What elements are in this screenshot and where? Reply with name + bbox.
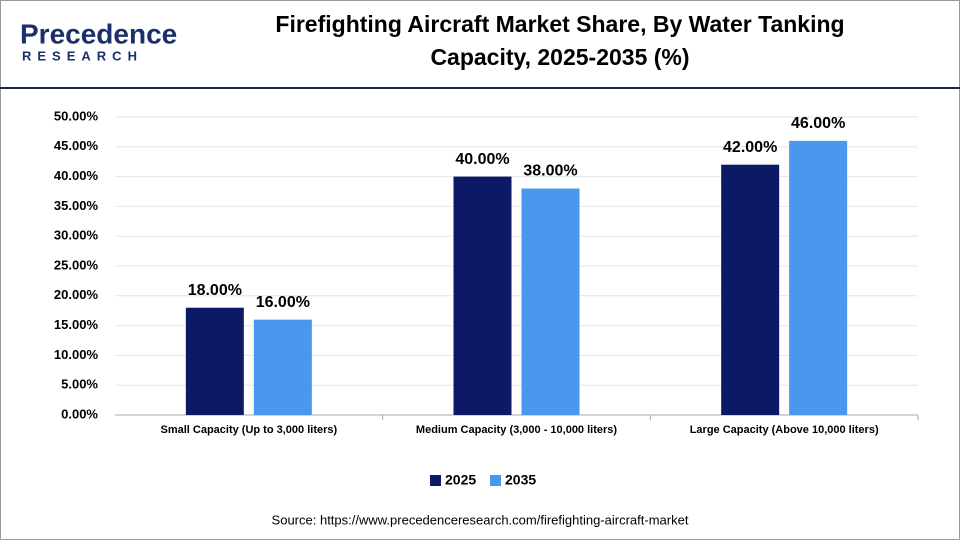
y-tick-label: 40.00% <box>54 168 99 183</box>
y-tick-label: 10.00% <box>54 347 99 362</box>
y-tick-label: 45.00% <box>54 138 99 153</box>
x-tick-label: Medium Capacity (3,000 - 10,000 liters) <box>416 424 617 436</box>
legend-swatch <box>490 475 501 486</box>
legend-label: 2035 <box>505 472 536 488</box>
bar <box>253 319 312 415</box>
bar <box>453 176 512 415</box>
x-tick-label: Small Capacity (Up to 3,000 liters) <box>160 424 337 436</box>
chart-title: Capacity, 2025-2035 (%) <box>430 44 689 70</box>
y-tick-label: 35.00% <box>54 198 99 213</box>
legend-label: 2025 <box>445 472 476 488</box>
y-tick-label: 25.00% <box>54 257 99 272</box>
value-label: 40.00% <box>455 151 509 168</box>
y-tick-label: 5.00% <box>61 377 98 392</box>
legend-swatch <box>430 475 441 486</box>
bar <box>185 307 244 415</box>
value-label: 42.00% <box>723 139 777 156</box>
y-tick-label: 30.00% <box>54 228 99 243</box>
y-tick-label: 15.00% <box>54 317 99 332</box>
y-tick-label: 20.00% <box>54 287 99 302</box>
y-tick-label: 0.00% <box>61 406 98 421</box>
value-label: 38.00% <box>523 163 577 180</box>
value-label: 16.00% <box>256 294 310 311</box>
logo-tagline: RESEARCH <box>22 48 143 63</box>
bar <box>521 188 580 415</box>
bar <box>721 164 780 415</box>
bar <box>789 140 848 415</box>
logo-brand: Precedence <box>20 18 177 49</box>
y-tick-label: 50.00% <box>54 108 99 123</box>
value-label: 46.00% <box>791 115 845 132</box>
chart-title: Firefighting Aircraft Market Share, By W… <box>275 11 844 37</box>
value-label: 18.00% <box>188 282 242 299</box>
source: Source: https://www.precedenceresearch.c… <box>272 512 689 527</box>
x-tick-label: Large Capacity (Above 10,000 liters) <box>690 424 879 436</box>
